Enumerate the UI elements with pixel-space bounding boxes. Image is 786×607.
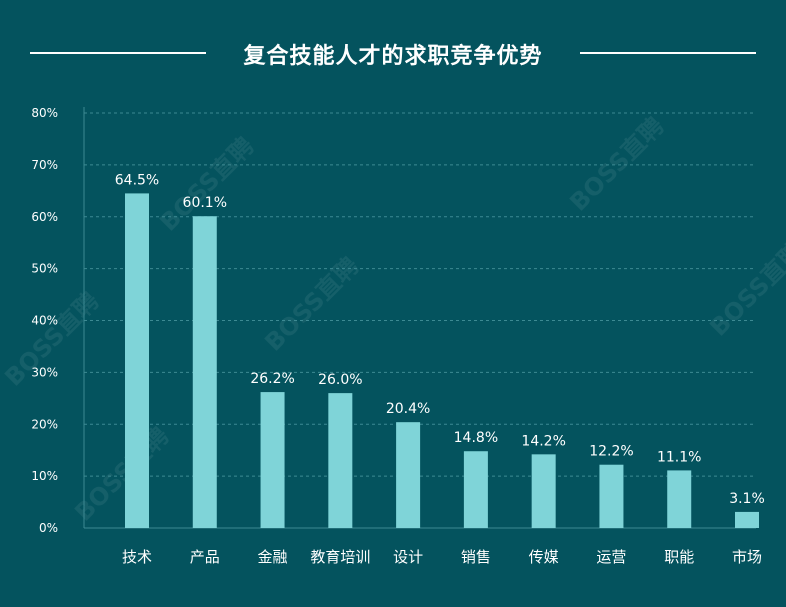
y-tick-label: 50% — [31, 262, 58, 276]
x-tick-label: 技术 — [122, 548, 152, 566]
bar — [260, 392, 285, 528]
bar — [599, 464, 624, 528]
bar — [396, 422, 421, 528]
bar — [125, 193, 149, 528]
x-tick-label: 教育培训 — [310, 548, 370, 566]
y-tick-label: 60% — [31, 210, 58, 224]
bar — [667, 470, 692, 528]
x-tick-label: 传媒 — [529, 548, 559, 566]
data-label: 3.1% — [729, 491, 765, 507]
x-tick-label: 设计 — [393, 548, 423, 566]
bar — [192, 216, 217, 528]
x-tick-label: 职能 — [664, 548, 694, 566]
bar — [463, 451, 488, 528]
bar — [735, 511, 759, 528]
chart-title: 复合技能人才的求职竞争优势 — [243, 44, 543, 69]
data-label: 60.1% — [183, 195, 227, 211]
bar — [531, 454, 556, 528]
data-label: 26.0% — [318, 372, 362, 388]
y-tick-label: 10% — [31, 469, 58, 483]
x-tick-label: 金融 — [258, 548, 288, 566]
x-tick-label: 市场 — [732, 548, 762, 566]
data-label: 11.1% — [657, 449, 701, 465]
y-tick-label: 70% — [31, 158, 58, 172]
y-tick-label: 20% — [31, 417, 58, 431]
data-label: 14.2% — [521, 433, 565, 449]
y-tick-label: 30% — [31, 365, 58, 379]
title-bar: 复合技能人才的求职竞争优势 — [0, 30, 786, 78]
data-label: 20.4% — [386, 401, 430, 417]
bar — [328, 393, 353, 528]
x-tick-label: 销售 — [461, 548, 491, 566]
title-divider-right — [580, 52, 756, 54]
y-tick-label: 0% — [39, 521, 58, 535]
y-tick-label: 40% — [31, 314, 58, 328]
data-label: 12.2% — [589, 444, 633, 460]
data-label: 26.2% — [250, 371, 294, 387]
title-divider-left — [30, 52, 206, 54]
y-tick-label: 80% — [31, 106, 58, 120]
data-label: 64.5% — [115, 172, 159, 188]
x-tick-label: 产品 — [190, 548, 220, 566]
data-label: 14.8% — [454, 430, 498, 446]
x-tick-label: 运营 — [596, 548, 626, 566]
